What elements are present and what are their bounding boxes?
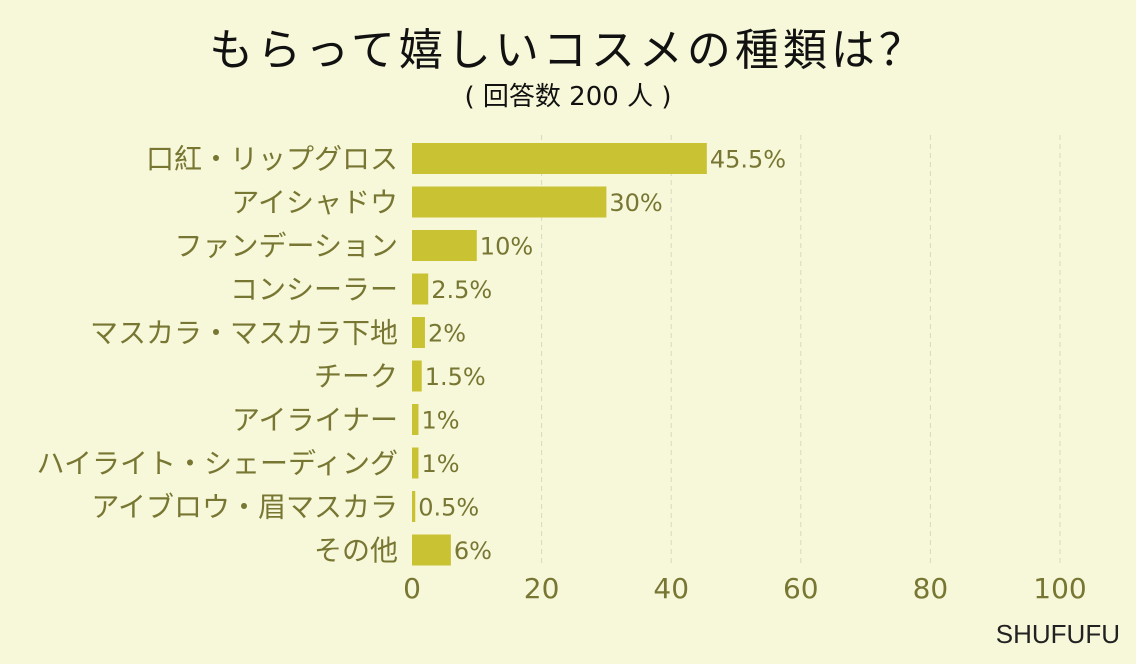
category-label: コンシーラー xyxy=(230,273,398,306)
bar xyxy=(412,143,707,174)
bar xyxy=(412,404,419,435)
x-tick-label: 20 xyxy=(524,572,560,605)
category-label: チーク xyxy=(314,360,398,393)
value-label: 1.5% xyxy=(425,363,486,391)
chart-title: もらって嬉しいコスメの種類は？ xyxy=(209,25,927,76)
category-label: アイライナー xyxy=(232,404,398,437)
brand-logo: SHUFUFU xyxy=(995,619,1120,649)
bar xyxy=(412,447,419,479)
category-label: アイブロウ・眉マスカラ xyxy=(91,491,398,524)
value-label: 45.5% xyxy=(710,146,786,174)
bar xyxy=(412,186,607,218)
x-tick-label: 40 xyxy=(653,572,689,605)
value-label: 0.5% xyxy=(418,494,479,522)
value-label: 2.5% xyxy=(431,276,492,304)
chart-subtitle: ( 回答数 200 人 ) xyxy=(464,82,672,112)
category-label: アイシャドウ xyxy=(231,186,398,219)
category-label: ハイライト・シェーディング xyxy=(37,447,398,480)
value-label: 2% xyxy=(428,320,466,348)
bar xyxy=(412,273,429,305)
category-label: ファンデーション xyxy=(175,230,398,263)
category-label: 口紅・リップグロス xyxy=(146,143,398,176)
bar xyxy=(412,317,425,348)
x-tick-label: 100 xyxy=(1033,572,1086,605)
category-label: その他 xyxy=(314,534,398,567)
bar xyxy=(412,360,422,392)
value-label: 1% xyxy=(421,450,459,478)
category-label: マスカラ・マスカラ下地 xyxy=(90,317,398,350)
value-label: 10% xyxy=(480,233,533,261)
value-label: 1% xyxy=(421,407,459,435)
bar xyxy=(412,534,451,566)
value-label: 30% xyxy=(609,189,662,217)
x-tick-label: 80 xyxy=(913,572,949,605)
x-tick-label: 0 xyxy=(403,572,421,605)
value-label: 6% xyxy=(454,537,492,565)
bar xyxy=(412,230,477,261)
x-tick-label: 60 xyxy=(783,572,819,605)
bar xyxy=(412,491,416,522)
